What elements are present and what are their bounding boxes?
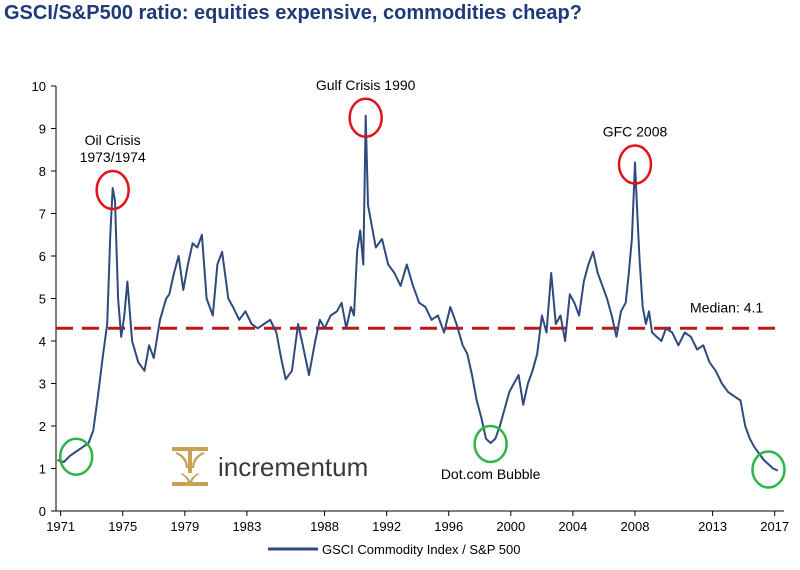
y-tick-label: 9 — [39, 122, 46, 137]
chart-axes: 0 1 2 3 4 5 6 7 8 9 10 1971 1975 1979 1983 1988 1992 1996… — [32, 79, 790, 534]
chart-title: GSCI/S&P500 ratio: equities expensive, c… — [4, 2, 582, 24]
annotation-markers — [58, 97, 786, 489]
x-tick-label: 2000 — [496, 519, 525, 534]
peak-circle — [617, 144, 653, 185]
x-tick-label: 2004 — [558, 519, 587, 534]
y-tick-label: 6 — [39, 249, 46, 264]
x-tick-label: 2017 — [760, 519, 789, 534]
x-tick-label: 1971 — [46, 519, 75, 534]
y-tick-label: 5 — [39, 292, 46, 307]
x-tick-label: 2008 — [621, 519, 650, 534]
median-label: Median: 4.1 — [690, 299, 763, 315]
y-tick-label: 1 — [39, 462, 46, 477]
annotation-label: 1973/1974 — [80, 149, 146, 165]
y-tick-label: 8 — [39, 164, 46, 179]
trough-circle — [751, 450, 786, 489]
series-line — [57, 114, 779, 472]
annotation-label: GFC 2008 — [603, 124, 668, 140]
legend-label: GSCI Commodity Index / S&P 500 — [322, 542, 520, 557]
legend: GSCI Commodity Index / S&P 500 — [268, 542, 520, 557]
x-tick-label: 1983 — [232, 519, 261, 534]
y-tick-label: 10 — [32, 79, 46, 94]
x-tick-label: 2013 — [698, 519, 727, 534]
median-layer: Median: 4.1 — [56, 299, 784, 330]
y-tick-label: 4 — [39, 334, 46, 349]
annotation-label: Dot.com Bubble — [441, 466, 541, 482]
annotation-label: Oil Crisis — [85, 132, 141, 148]
x-tick-label: 1979 — [170, 519, 199, 534]
y-tick-label: 3 — [39, 377, 46, 392]
peak-circle — [348, 97, 383, 138]
y-tick-label: 0 — [39, 504, 46, 519]
annotation-label: Gulf Crisis 1990 — [316, 77, 416, 93]
incrementum-logo: incrementum — [172, 447, 368, 486]
y-tick-label: 2 — [39, 419, 46, 434]
trough-circle — [58, 437, 94, 476]
trough-circle — [473, 424, 508, 464]
x-tick-label: 1975 — [108, 519, 137, 534]
x-tick-label: 1992 — [372, 519, 401, 534]
tree-icon — [172, 447, 208, 486]
series-layer — [57, 114, 779, 472]
x-tick-label: 1996 — [434, 519, 463, 534]
y-tick-label: 7 — [39, 207, 46, 222]
logo-text: incrementum — [218, 452, 368, 482]
x-tick-label: 1988 — [310, 519, 339, 534]
peak-circle — [95, 169, 130, 211]
